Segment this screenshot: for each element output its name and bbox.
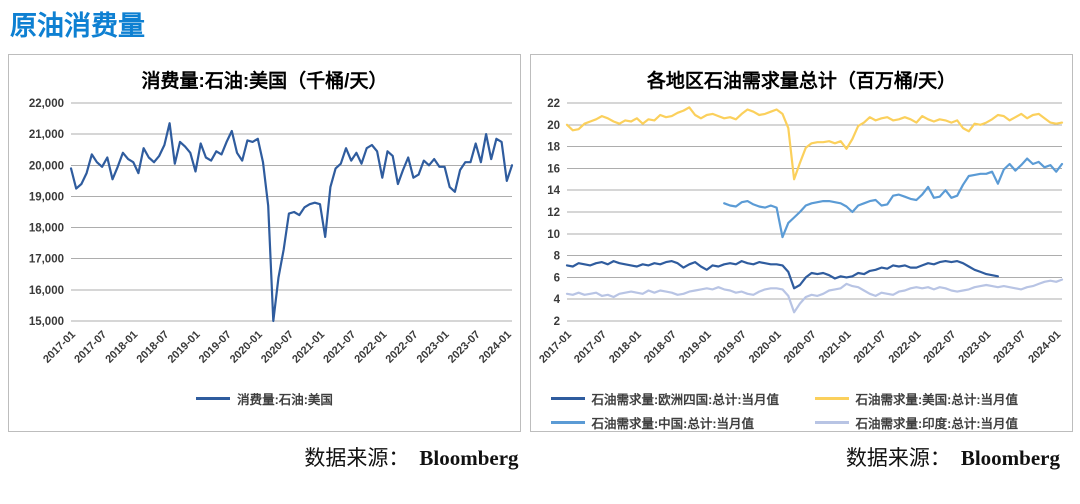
svg-text:2020-07: 2020-07 — [259, 328, 296, 365]
svg-text:2018-07: 2018-07 — [642, 328, 679, 365]
svg-text:22,000: 22,000 — [29, 98, 64, 110]
source-value: Bloomberg — [419, 445, 519, 470]
legend-item: 石油需求量:欧洲四国:总计:当月值 — [550, 389, 809, 408]
source-caption: 数据来源： Bloomberg — [530, 442, 1072, 472]
svg-text:2: 2 — [554, 316, 560, 328]
svg-text:2018-07: 2018-07 — [134, 328, 171, 365]
legend-label: 石油需求量:印度:总计:当月值 — [855, 416, 1019, 431]
svg-text:16,000: 16,000 — [29, 285, 64, 297]
chart-panel-us-consumption: 消费量:石油:美国（千桶/天） 22,000 21,000 20,000 19,000… — [8, 53, 521, 432]
svg-text:2022-01: 2022-01 — [886, 328, 923, 365]
svg-text:2017-01: 2017-01 — [41, 328, 78, 365]
svg-text:12: 12 — [547, 207, 560, 219]
svg-text:10: 10 — [547, 228, 560, 240]
legend-line-marker — [196, 396, 231, 400]
svg-text:2017-07: 2017-07 — [72, 328, 109, 365]
svg-text:2023-07: 2023-07 — [991, 328, 1028, 365]
legend-line-marker — [814, 396, 849, 400]
svg-text:22: 22 — [547, 98, 560, 110]
legend-line-marker — [550, 420, 585, 424]
source-value: Bloomberg — [960, 445, 1060, 470]
legend-item: 石油需求量:印度:总计:当月值 — [814, 413, 1053, 432]
legend-line-marker — [550, 396, 585, 400]
chart-title: 消费量:石油:美国（千桶/天） — [141, 70, 388, 92]
chart-legend: 消费量:石油:美国 — [9, 389, 520, 408]
source-label: 数据来源： — [304, 445, 410, 470]
svg-text:2023-07: 2023-07 — [446, 328, 483, 365]
source-label: 数据来源： — [845, 445, 951, 470]
svg-text:2021-01: 2021-01 — [290, 328, 327, 365]
legend-item: 消费量:石油:美国 — [196, 389, 333, 408]
svg-text:18,000: 18,000 — [29, 222, 64, 234]
legend-label: 石油需求量:欧洲四国:总计:当月值 — [591, 392, 780, 407]
svg-text:2024-01: 2024-01 — [477, 328, 514, 365]
legend-label: 石油需求量:美国:总计:当月值 — [855, 392, 1019, 407]
svg-text:14: 14 — [547, 185, 560, 197]
page-title: 原油消费量 — [10, 11, 145, 41]
svg-text:2018-01: 2018-01 — [607, 328, 644, 365]
svg-text:2023-01: 2023-01 — [415, 328, 452, 365]
captions-row: 数据来源： Bloomberg 数据来源： Bloomberg — [0, 442, 1080, 472]
svg-text:2019-01: 2019-01 — [677, 328, 714, 365]
svg-text:2019-01: 2019-01 — [166, 328, 203, 365]
svg-text:8: 8 — [554, 250, 561, 262]
svg-text:2020-01: 2020-01 — [228, 328, 265, 365]
svg-text:2023-01: 2023-01 — [956, 328, 993, 365]
svg-text:2021-01: 2021-01 — [817, 328, 854, 365]
legend-label: 消费量:石油:美国 — [237, 392, 333, 407]
svg-text:4: 4 — [554, 294, 561, 306]
svg-text:20: 20 — [547, 119, 560, 131]
svg-text:21,000: 21,000 — [29, 129, 64, 141]
svg-text:2018-01: 2018-01 — [103, 328, 140, 365]
svg-text:18: 18 — [547, 141, 560, 153]
source-caption: 数据来源： Bloomberg — [8, 442, 521, 472]
chart-canvas: 2220181614121086422017-012017-072018-012… — [537, 98, 1063, 366]
svg-text:2021-07: 2021-07 — [852, 328, 889, 365]
legend-line-marker — [814, 420, 849, 424]
chart-canvas: 22,000 21,000 20,000 19,000 18,000 17,000 16,0… — [29, 98, 514, 366]
svg-text:2022-01: 2022-01 — [352, 328, 389, 365]
charts-row: 消费量:石油:美国（千桶/天） 22,000 21,000 20,000 19,000… — [0, 53, 1080, 432]
svg-text:6: 6 — [554, 272, 560, 284]
svg-text:2020-01: 2020-01 — [747, 328, 784, 365]
svg-text:2021-07: 2021-07 — [321, 328, 358, 365]
chart-legend: 石油需求量:欧洲四国:总计:当月值 石油需求量:美国:总计:当月值石油需求量:中国… — [531, 389, 1072, 432]
svg-text:2019-07: 2019-07 — [712, 328, 749, 365]
chart-title: 各地区石油需求量总计（百万桶/天） — [646, 70, 957, 92]
legend-label: 石油需求量:中国:总计:当月值 — [591, 416, 755, 431]
chart-panel-regional-demand: 各地区石油需求量总计（百万桶/天） 22 20 18 16 14 12 10 8 6 4 2 2017… — [530, 53, 1073, 432]
svg-text:16: 16 — [547, 163, 560, 175]
svg-text:2019-07: 2019-07 — [197, 328, 234, 365]
svg-text:19,000: 19,000 — [29, 191, 64, 203]
svg-text:2020-07: 2020-07 — [782, 328, 819, 365]
svg-text:2022-07: 2022-07 — [384, 328, 421, 365]
svg-text:2017-01: 2017-01 — [537, 328, 574, 365]
svg-text:2022-07: 2022-07 — [921, 328, 958, 365]
svg-text:20,000: 20,000 — [29, 160, 64, 172]
legend-item: 石油需求量:美国:总计:当月值 — [814, 389, 1053, 408]
svg-text:17,000: 17,000 — [29, 253, 64, 265]
svg-text:2024-01: 2024-01 — [1026, 328, 1063, 365]
svg-text:15,000: 15,000 — [29, 316, 64, 328]
svg-text:2017-07: 2017-07 — [572, 328, 609, 365]
legend-item: 石油需求量:中国:总计:当月值 — [550, 413, 809, 432]
